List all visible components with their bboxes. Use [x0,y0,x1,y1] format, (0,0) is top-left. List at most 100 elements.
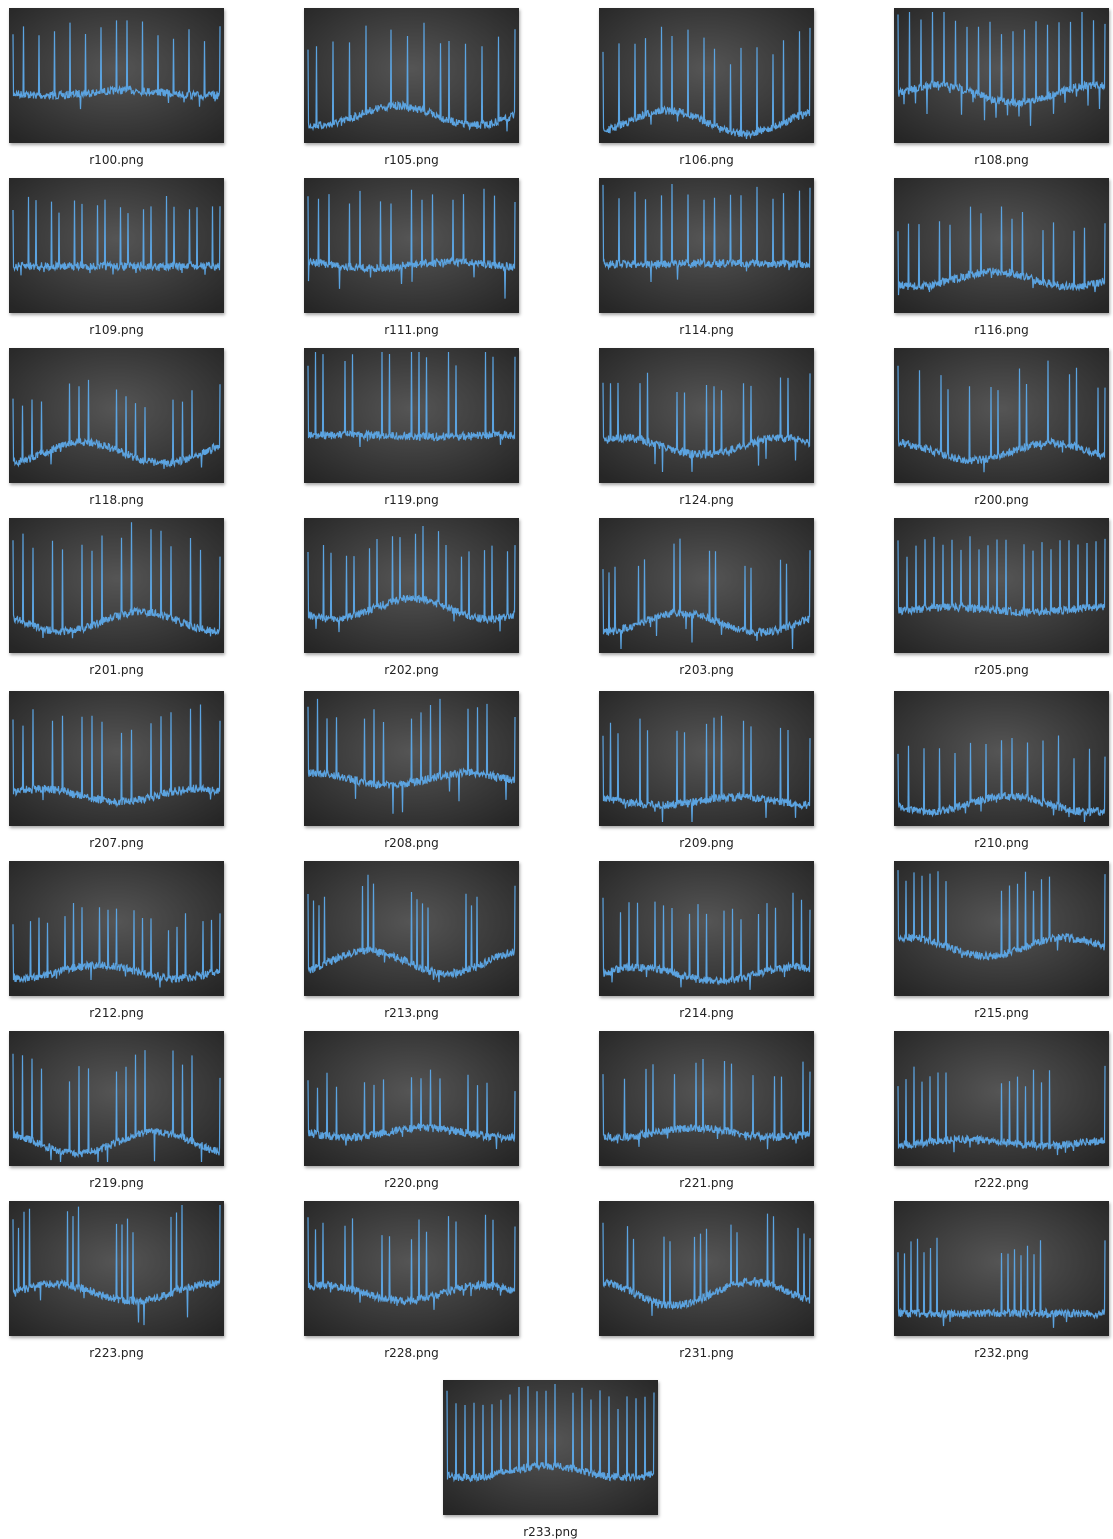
file-name: r232.png [894,1346,1109,1360]
file-name: r200.png [894,493,1109,507]
file-item[interactable]: r106.png [599,8,814,167]
file-item[interactable]: r116.png [894,178,1109,337]
file-name: r212.png [9,1006,224,1020]
thumbnail [599,348,814,483]
thumbnail [304,1031,519,1166]
file-name: r219.png [9,1176,224,1190]
file-name: r233.png [443,1525,658,1539]
file-item[interactable]: r221.png [599,1031,814,1190]
file-item[interactable]: r223.png [9,1201,224,1360]
file-name: r220.png [304,1176,519,1190]
thumbnail [304,691,519,826]
file-name: r231.png [599,1346,814,1360]
file-name: r221.png [599,1176,814,1190]
file-item[interactable]: r100.png [9,8,224,167]
thumbnail [9,8,224,143]
thumbnail [9,1031,224,1166]
file-name: r203.png [599,663,814,677]
file-item[interactable]: r108.png [894,8,1109,167]
thumbnail [304,348,519,483]
file-name: r201.png [9,663,224,677]
thumbnail [894,1031,1109,1166]
file-item[interactable]: r124.png [599,348,814,507]
thumbnail [894,691,1109,826]
thumbnail [9,348,224,483]
file-item[interactable]: r203.png [599,518,814,677]
thumbnail [304,178,519,313]
explorer-view: r100.png r105.png r106.png r108.png r109… [0,0,1113,1539]
thumbnail [304,518,519,653]
thumbnail [894,861,1109,996]
file-name: r207.png [9,836,224,850]
file-name: r124.png [599,493,814,507]
file-name: r215.png [894,1006,1109,1020]
thumbnail [9,691,224,826]
file-name: r118.png [9,493,224,507]
thumbnail [304,8,519,143]
thumbnail [9,518,224,653]
file-item[interactable]: r111.png [304,178,519,337]
thumbnail [894,178,1109,313]
file-name: r222.png [894,1176,1109,1190]
file-item[interactable]: r214.png [599,861,814,1020]
file-item[interactable]: r213.png [304,861,519,1020]
thumbnail [599,178,814,313]
file-item[interactable]: r210.png [894,691,1109,850]
file-name: r100.png [9,153,224,167]
thumbnail-background [894,518,1109,653]
thumbnail-background [9,518,224,653]
file-name: r202.png [304,663,519,677]
thumbnail [599,691,814,826]
thumbnail [9,1201,224,1336]
file-name: r111.png [304,323,519,337]
file-item[interactable]: r202.png [304,518,519,677]
file-name: r106.png [599,153,814,167]
thumbnail-background [443,1380,658,1515]
file-item[interactable]: r118.png [9,348,224,507]
file-name: r209.png [599,836,814,850]
file-name: r114.png [599,323,814,337]
file-item[interactable]: r208.png [304,691,519,850]
file-name: r119.png [304,493,519,507]
thumbnail [304,861,519,996]
file-item[interactable]: r201.png [9,518,224,677]
file-item[interactable]: r215.png [894,861,1109,1020]
file-name: r205.png [894,663,1109,677]
file-name: r116.png [894,323,1109,337]
file-item[interactable]: r231.png [599,1201,814,1360]
file-item[interactable]: r212.png [9,861,224,1020]
file-name: r213.png [304,1006,519,1020]
thumbnail-background [599,518,814,653]
file-item[interactable]: r222.png [894,1031,1109,1190]
thumbnail [304,1201,519,1336]
thumbnail [894,1201,1109,1336]
file-item[interactable]: r109.png [9,178,224,337]
file-item[interactable]: r205.png [894,518,1109,677]
thumbnail [599,861,814,996]
file-item[interactable]: r119.png [304,348,519,507]
file-item[interactable]: r105.png [304,8,519,167]
file-item[interactable]: r219.png [9,1031,224,1190]
thumbnail [894,518,1109,653]
file-name: r108.png [894,153,1109,167]
file-item[interactable]: r114.png [599,178,814,337]
thumbnail-background [9,178,224,313]
file-name: r210.png [894,836,1109,850]
file-name: r223.png [9,1346,224,1360]
file-item[interactable]: r200.png [894,348,1109,507]
thumbnail [894,348,1109,483]
file-item[interactable]: r220.png [304,1031,519,1190]
thumbnail [9,861,224,996]
file-item[interactable]: r228.png [304,1201,519,1360]
thumbnail [443,1380,658,1515]
thumbnail-background [304,518,519,653]
file-name: r214.png [599,1006,814,1020]
file-name: r228.png [304,1346,519,1360]
file-item[interactable]: r207.png [9,691,224,850]
thumbnail [599,518,814,653]
thumbnail [599,8,814,143]
file-item[interactable]: r232.png [894,1201,1109,1360]
file-item[interactable]: r209.png [599,691,814,850]
thumbnail [9,178,224,313]
file-item[interactable]: r233.png [443,1380,658,1539]
